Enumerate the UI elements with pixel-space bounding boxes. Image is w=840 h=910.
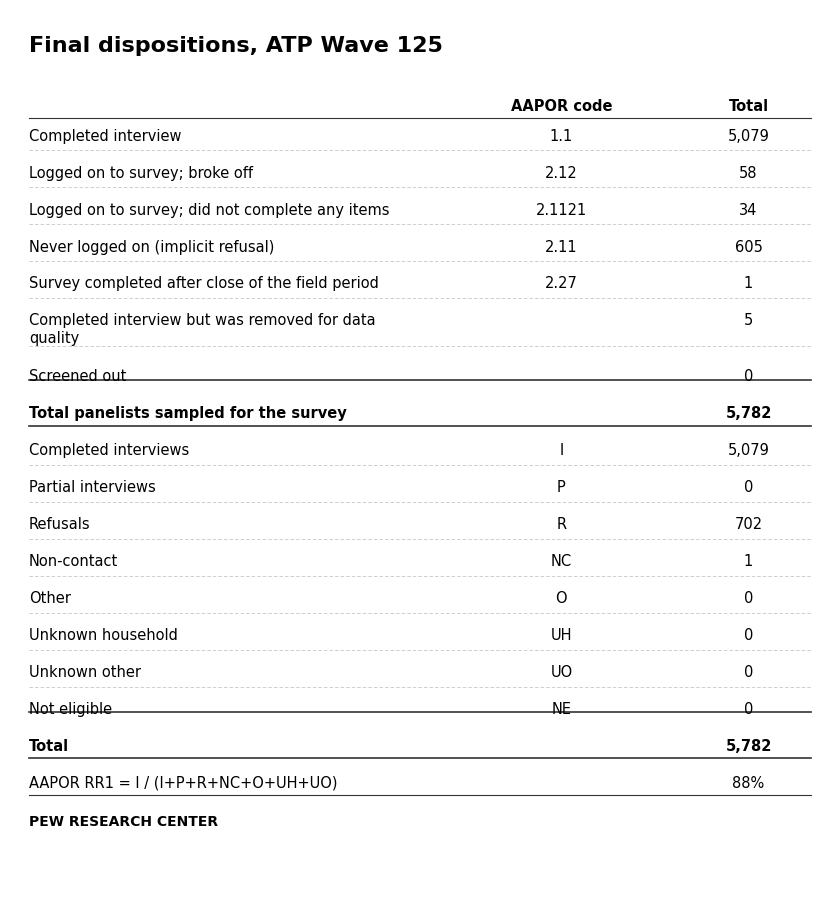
Text: Screened out: Screened out: [29, 369, 127, 384]
Text: 0: 0: [744, 628, 753, 643]
Text: 1.1: 1.1: [549, 128, 573, 144]
Text: 5,782: 5,782: [725, 406, 772, 421]
Text: UH: UH: [551, 628, 572, 643]
Text: 0: 0: [744, 665, 753, 680]
Text: Total: Total: [728, 99, 769, 114]
Text: 88%: 88%: [732, 776, 764, 791]
Text: Completed interviews: Completed interviews: [29, 443, 189, 459]
Text: 5,079: 5,079: [727, 128, 769, 144]
Text: Non-contact: Non-contact: [29, 554, 118, 569]
Text: Not eligible: Not eligible: [29, 702, 113, 717]
Text: Unknown household: Unknown household: [29, 628, 178, 643]
Text: 1: 1: [744, 554, 753, 569]
Text: 0: 0: [744, 592, 753, 606]
Text: UO: UO: [550, 665, 573, 680]
Text: 605: 605: [734, 239, 763, 255]
Text: Other: Other: [29, 592, 71, 606]
Text: Logged on to survey; did not complete any items: Logged on to survey; did not complete an…: [29, 203, 390, 217]
Text: 34: 34: [739, 203, 758, 217]
Text: 2.27: 2.27: [545, 277, 578, 291]
Text: 5,782: 5,782: [725, 739, 772, 754]
Text: 5,079: 5,079: [727, 443, 769, 459]
Text: Completed interview: Completed interview: [29, 128, 181, 144]
Text: Logged on to survey; broke off: Logged on to survey; broke off: [29, 166, 253, 180]
Text: NE: NE: [551, 702, 571, 717]
Text: R: R: [556, 517, 566, 532]
Text: Refusals: Refusals: [29, 517, 91, 532]
Text: Never logged on (implicit refusal): Never logged on (implicit refusal): [29, 239, 275, 255]
Text: 58: 58: [739, 166, 758, 180]
Text: 2.12: 2.12: [545, 166, 578, 180]
Text: Survey completed after close of the field period: Survey completed after close of the fiel…: [29, 277, 379, 291]
Text: 0: 0: [744, 702, 753, 717]
Text: 2.1121: 2.1121: [536, 203, 587, 217]
Text: 1: 1: [744, 277, 753, 291]
Text: Final dispositions, ATP Wave 125: Final dispositions, ATP Wave 125: [29, 35, 443, 56]
Text: AAPOR code: AAPOR code: [511, 99, 612, 114]
Text: 0: 0: [744, 369, 753, 384]
Text: Completed interview but was removed for data
quality: Completed interview but was removed for …: [29, 313, 375, 346]
Text: AAPOR RR1 = I / (I+P+R+NC+O+UH+UO): AAPOR RR1 = I / (I+P+R+NC+O+UH+UO): [29, 776, 338, 791]
Text: 5: 5: [744, 313, 753, 329]
Text: PEW RESEARCH CENTER: PEW RESEARCH CENTER: [29, 814, 218, 829]
Text: Total panelists sampled for the survey: Total panelists sampled for the survey: [29, 406, 347, 421]
Text: I: I: [559, 443, 564, 459]
Text: 702: 702: [734, 517, 763, 532]
Text: Total: Total: [29, 739, 69, 754]
Text: 0: 0: [744, 480, 753, 495]
Text: P: P: [557, 480, 566, 495]
Text: O: O: [555, 592, 567, 606]
Text: NC: NC: [551, 554, 572, 569]
Text: Partial interviews: Partial interviews: [29, 480, 156, 495]
Text: Unknown other: Unknown other: [29, 665, 141, 680]
Text: 2.11: 2.11: [545, 239, 578, 255]
